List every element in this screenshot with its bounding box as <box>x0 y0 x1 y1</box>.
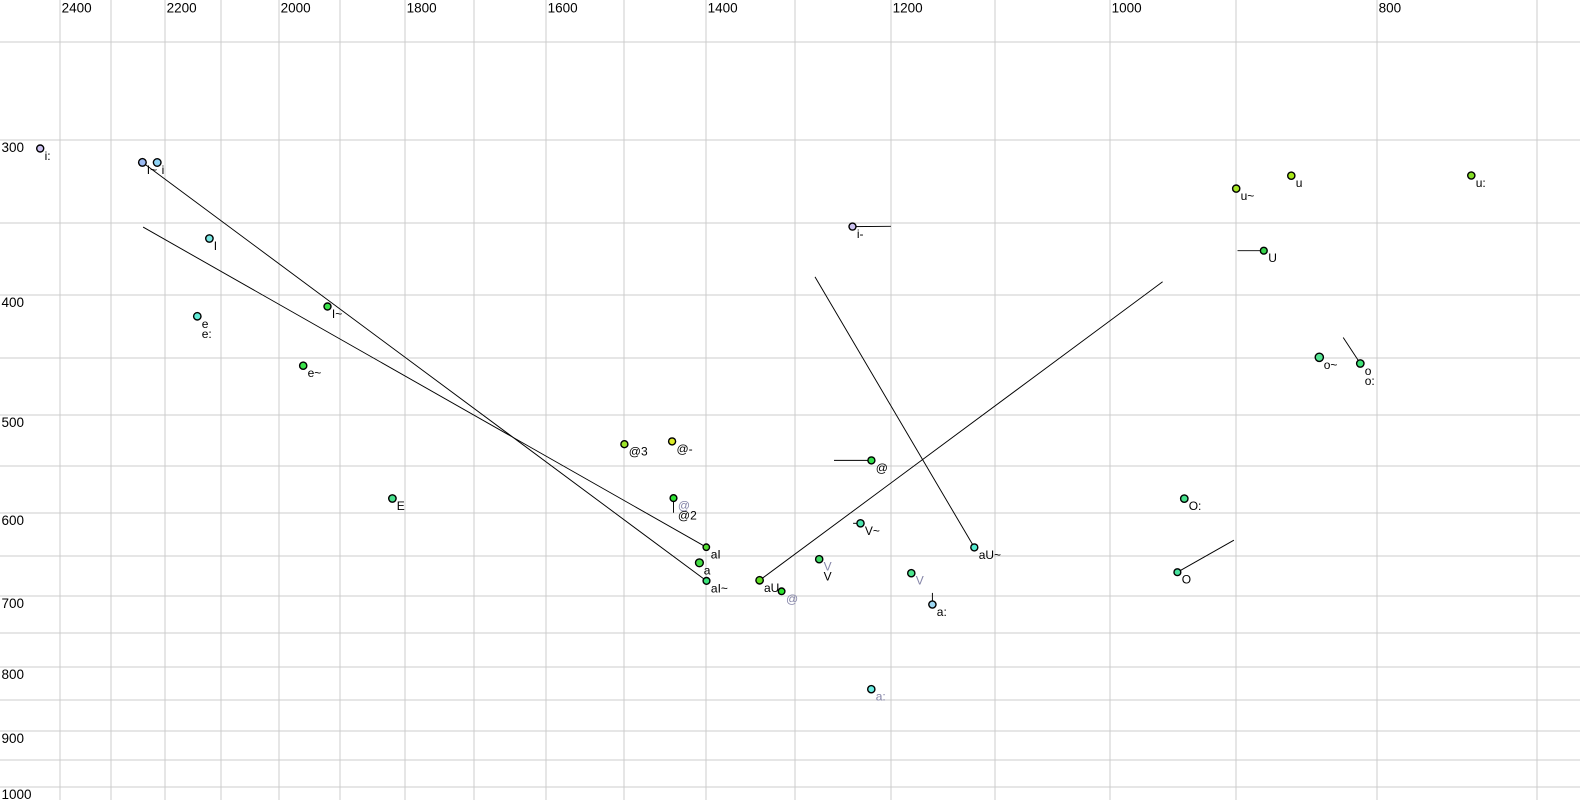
svg-text:700: 700 <box>2 596 25 611</box>
svg-text:aI: aI <box>711 548 721 562</box>
svg-text:2000: 2000 <box>281 0 311 15</box>
svg-text:600: 600 <box>2 513 25 528</box>
svg-text:a:: a: <box>876 690 886 704</box>
svg-text:aU~: aU~ <box>979 548 1001 562</box>
svg-text:500: 500 <box>2 415 25 430</box>
svg-text:i:: i: <box>45 149 51 163</box>
svg-text:u:: u: <box>1476 176 1486 190</box>
svg-text:2200: 2200 <box>167 0 197 15</box>
svg-text:E: E <box>397 499 405 513</box>
svg-text:o:: o: <box>1365 374 1375 388</box>
svg-text:400: 400 <box>2 295 25 310</box>
svg-text:e:: e: <box>202 327 212 341</box>
svg-text:1000: 1000 <box>2 787 32 800</box>
svg-text:u: u <box>1296 176 1303 190</box>
svg-text:I~: I~ <box>332 307 342 321</box>
svg-text:900: 900 <box>2 731 25 746</box>
svg-text:e~: e~ <box>308 366 322 380</box>
svg-text:o~: o~ <box>1324 358 1338 372</box>
svg-text:2400: 2400 <box>62 0 92 15</box>
svg-text:u~: u~ <box>1241 189 1255 203</box>
svg-text:1600: 1600 <box>548 0 578 15</box>
svg-text:V~: V~ <box>865 524 880 538</box>
svg-text:@: @ <box>786 592 798 606</box>
svg-text:800: 800 <box>2 667 25 682</box>
svg-text:I: I <box>214 239 217 253</box>
svg-text:I~: I~ <box>147 163 157 177</box>
svg-text:800: 800 <box>1379 0 1402 15</box>
svg-text:1800: 1800 <box>407 0 437 15</box>
svg-text:a: a <box>704 563 711 577</box>
svg-text:@2: @2 <box>678 509 697 523</box>
svg-text:i-: i- <box>857 227 864 241</box>
svg-text:i: i <box>162 163 165 177</box>
svg-text:O:: O: <box>1189 499 1202 513</box>
svg-text:1400: 1400 <box>708 0 738 15</box>
svg-text:@3: @3 <box>629 445 648 459</box>
svg-text:300: 300 <box>2 140 25 155</box>
svg-text:1000: 1000 <box>1112 0 1142 15</box>
svg-text:@-: @- <box>677 442 693 456</box>
svg-text:1200: 1200 <box>893 0 923 15</box>
svg-text:V: V <box>916 574 924 588</box>
svg-text:U: U <box>1268 251 1277 265</box>
svg-text:a:: a: <box>937 605 947 619</box>
svg-text:O: O <box>1182 573 1191 587</box>
svg-text:aU: aU <box>764 581 779 595</box>
svg-text:aI~: aI~ <box>711 581 728 595</box>
svg-text:@: @ <box>876 461 888 475</box>
svg-text:V: V <box>824 570 832 584</box>
